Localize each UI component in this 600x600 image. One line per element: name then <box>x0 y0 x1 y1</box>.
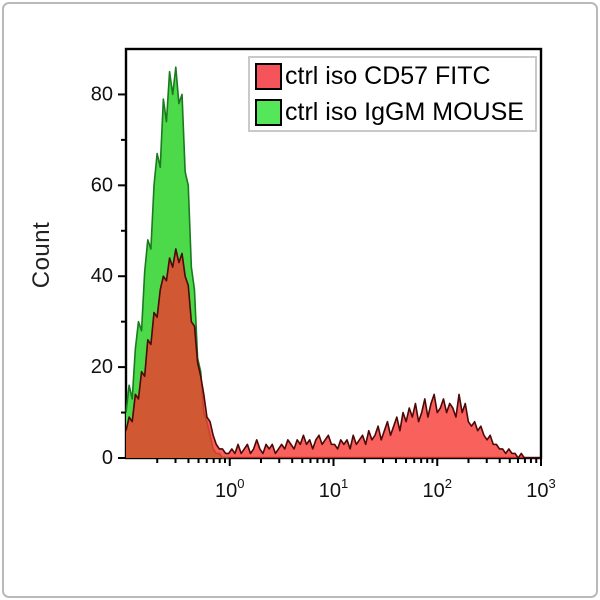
legend-item-green: ctrl iso IgGM MOUSE <box>250 94 535 130</box>
svg-text:101: 101 <box>319 476 348 502</box>
svg-text:20: 20 <box>91 356 113 378</box>
y-axis-label: Count <box>28 221 55 289</box>
svg-text:80: 80 <box>91 83 113 105</box>
legend-label-red: ctrl iso CD57 FITC <box>285 61 491 90</box>
svg-text:102: 102 <box>423 476 452 502</box>
svg-text:0: 0 <box>102 447 113 469</box>
legend-label-green: ctrl iso IgGM MOUSE <box>285 97 524 126</box>
legend-swatch-red <box>255 62 282 90</box>
svg-text:60: 60 <box>91 174 113 196</box>
legend-item-red: ctrl iso CD57 FITC <box>250 58 535 94</box>
legend-swatch-green <box>255 98 282 126</box>
legend: ctrl iso CD57 FITC ctrl iso IgGM MOUSE <box>248 56 537 132</box>
svg-text:100: 100 <box>215 476 244 502</box>
svg-text:103: 103 <box>526 476 555 502</box>
svg-text:40: 40 <box>91 265 113 287</box>
